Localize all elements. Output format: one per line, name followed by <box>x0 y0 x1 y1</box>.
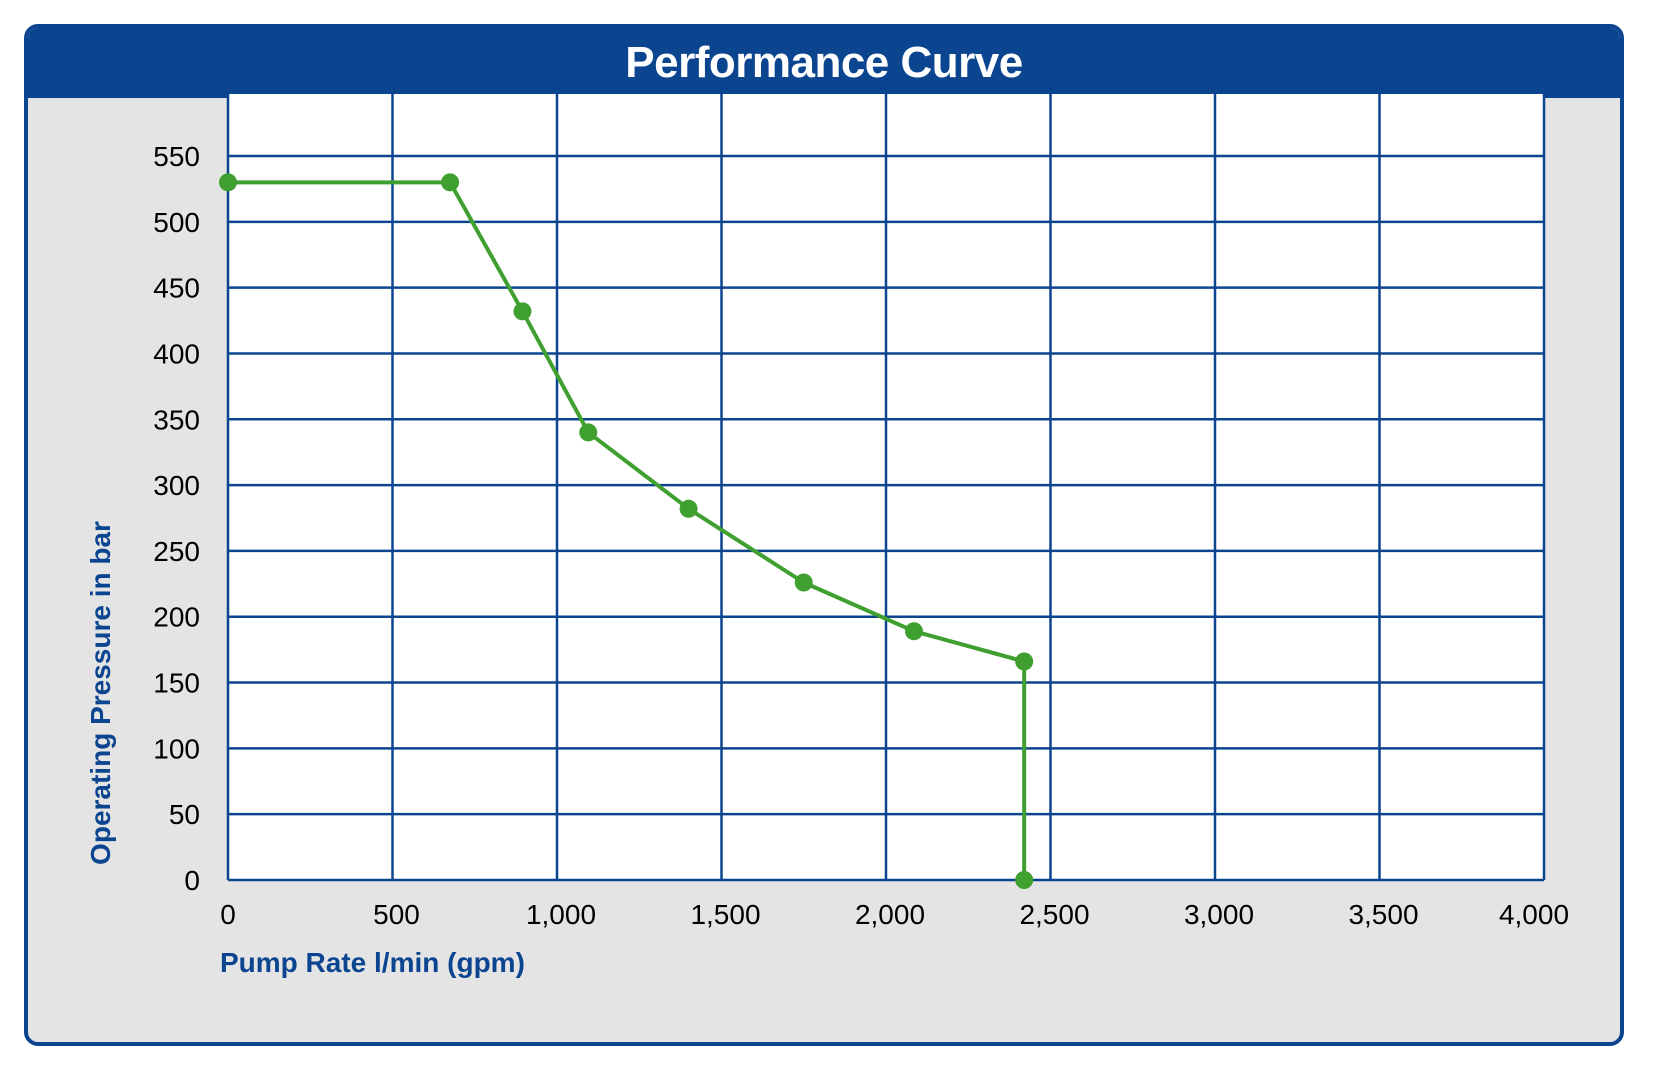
y-tick-label-11: 550 <box>153 141 200 172</box>
y-tick-label-5: 250 <box>153 536 200 567</box>
x-axis-title: Pump Rate l/min (gpm) <box>220 947 525 978</box>
x-tick-label-5: 2,500 <box>1019 899 1089 930</box>
x-tick-label-3: 1,500 <box>690 899 760 930</box>
grid-lines <box>226 94 1546 882</box>
x-tick-label-0: 0 <box>220 899 236 930</box>
x-tick-label-8: 4,000 <box>1499 899 1569 930</box>
y-tick-label-3: 150 <box>153 668 200 699</box>
y-tick-label-7: 350 <box>153 404 200 435</box>
x-tick-label-1: 500 <box>373 899 420 930</box>
y-tick-label-8: 400 <box>153 338 200 369</box>
chart-title: Performance Curve <box>28 28 1620 98</box>
performance-curve-card: Performance Curve 0 50 100 150 200 250 300 350 4… <box>24 24 1624 1046</box>
x-tick-label-4: 2,000 <box>855 899 925 930</box>
data-point-4 <box>679 499 698 518</box>
data-point-7 <box>1015 652 1034 671</box>
data-point-6 <box>904 622 923 641</box>
x-axis-ticks: 0 500 1,000 1,500 2,000 2,500 3,000 3,500 4,000 <box>220 899 1569 930</box>
data-point-5 <box>794 573 813 592</box>
x-tick-label-2: 1,000 <box>526 899 596 930</box>
data-point-8 <box>1015 871 1034 889</box>
data-point-0 <box>219 173 237 192</box>
y-tick-label-0: 0 <box>184 865 200 896</box>
y-tick-label-6: 300 <box>153 470 200 501</box>
data-points <box>219 173 1034 889</box>
data-point-1 <box>441 173 460 192</box>
y-tick-label-10: 500 <box>153 207 200 238</box>
y-tick-label-4: 200 <box>153 602 200 633</box>
x-tick-label-6: 3,000 <box>1184 899 1254 930</box>
y-axis-ticks: 0 50 100 150 200 250 300 350 400 450 500 550 <box>153 141 200 896</box>
y-tick-label-2: 100 <box>153 733 200 764</box>
x-tick-label-7: 3,500 <box>1348 899 1418 930</box>
y-tick-label-1: 50 <box>169 799 200 830</box>
y-tick-label-9: 450 <box>153 273 200 304</box>
data-point-2 <box>513 302 532 321</box>
y-axis-title: Operating Pressure in bar <box>85 521 116 865</box>
performance-chart: 0 50 100 150 200 250 300 350 400 450 500 550 0 500 1,… <box>85 94 1569 978</box>
data-point-3 <box>579 423 598 442</box>
